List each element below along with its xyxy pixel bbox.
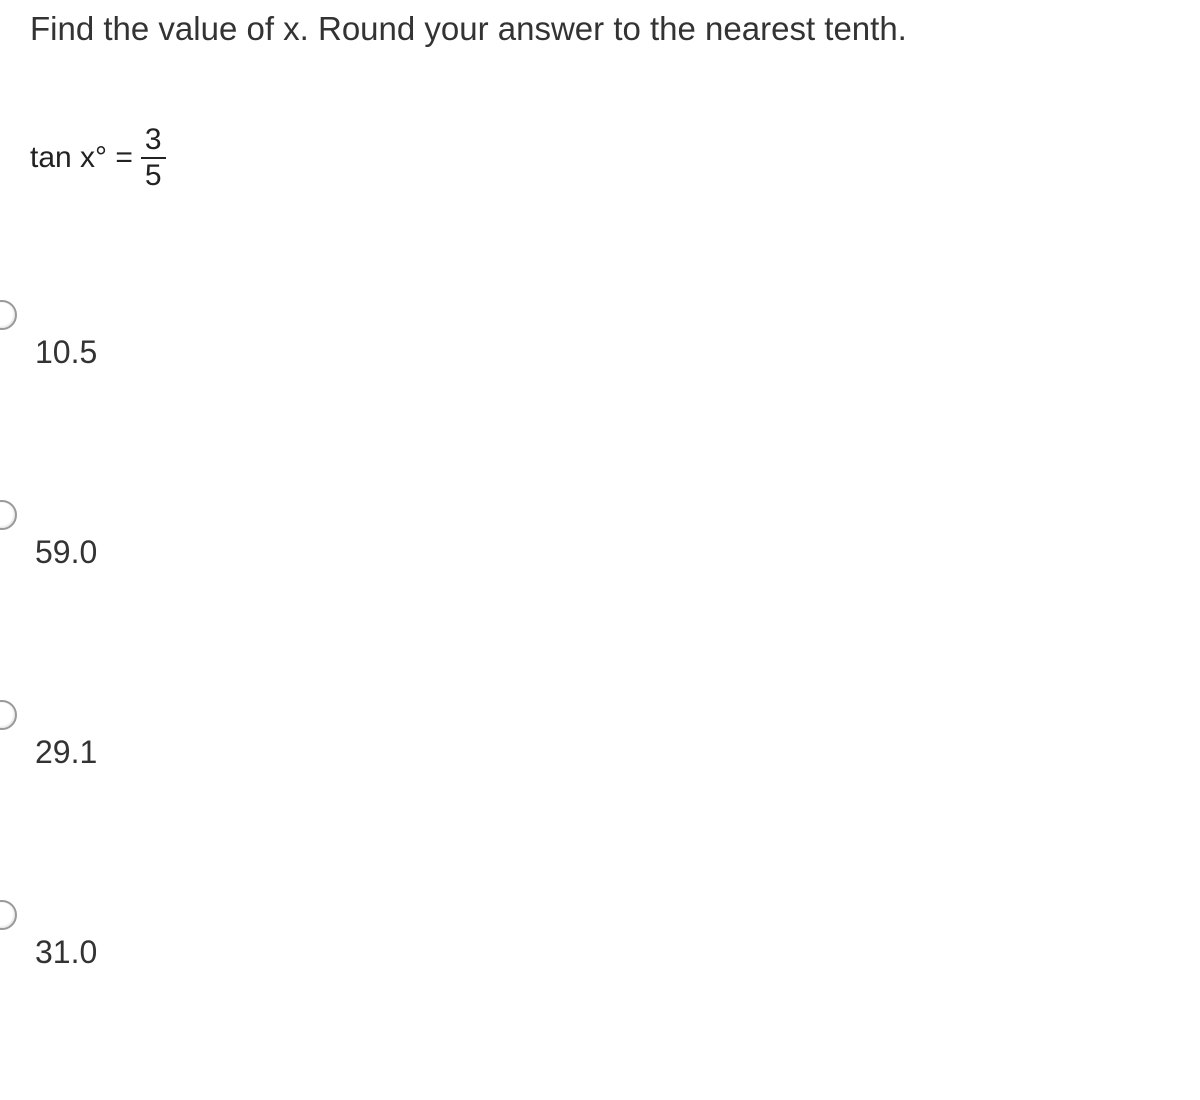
radio-icon[interactable] [0, 500, 17, 530]
option-4[interactable]: 31.0 [0, 900, 97, 960]
fraction-numerator: 3 [141, 125, 166, 159]
options-list: 10.5 59.0 29.1 31.0 [0, 300, 97, 1100]
option-label: 31.0 [35, 934, 97, 971]
option-1[interactable]: 10.5 [0, 300, 97, 360]
option-3[interactable]: 29.1 [0, 700, 97, 760]
equation-lhs: tan x° = [30, 141, 133, 175]
option-label: 10.5 [35, 334, 97, 371]
radio-icon[interactable] [0, 300, 17, 330]
option-label: 59.0 [35, 534, 97, 571]
option-2[interactable]: 59.0 [0, 500, 97, 560]
fraction-denominator: 5 [141, 159, 166, 191]
radio-icon[interactable] [0, 700, 17, 730]
quiz-page: Find the value of x. Round your answer t… [0, 0, 1200, 1045]
question-prompt: Find the value of x. Round your answer t… [30, 10, 907, 48]
radio-icon[interactable] [0, 900, 17, 930]
equation: tan x° = 3 5 [30, 125, 166, 191]
equation-fraction: 3 5 [141, 125, 166, 191]
option-label: 29.1 [35, 734, 97, 771]
